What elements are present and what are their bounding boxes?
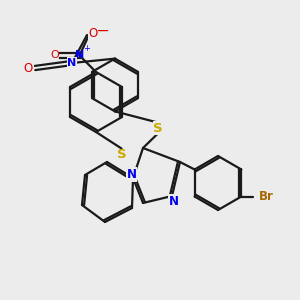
Text: −: − [96, 25, 106, 38]
Text: O: O [89, 29, 98, 40]
Text: +: + [74, 50, 82, 61]
Text: S: S [153, 122, 163, 134]
Text: N: N [169, 195, 178, 208]
Text: O: O [24, 61, 33, 74]
Text: O: O [88, 27, 98, 40]
Text: Br: Br [259, 190, 273, 203]
Text: N: N [75, 50, 84, 61]
Text: +: + [83, 44, 89, 53]
Text: −: − [98, 23, 109, 38]
Text: N: N [127, 168, 136, 181]
Text: N: N [68, 58, 76, 68]
Text: S: S [117, 148, 126, 161]
Text: O: O [50, 50, 59, 61]
